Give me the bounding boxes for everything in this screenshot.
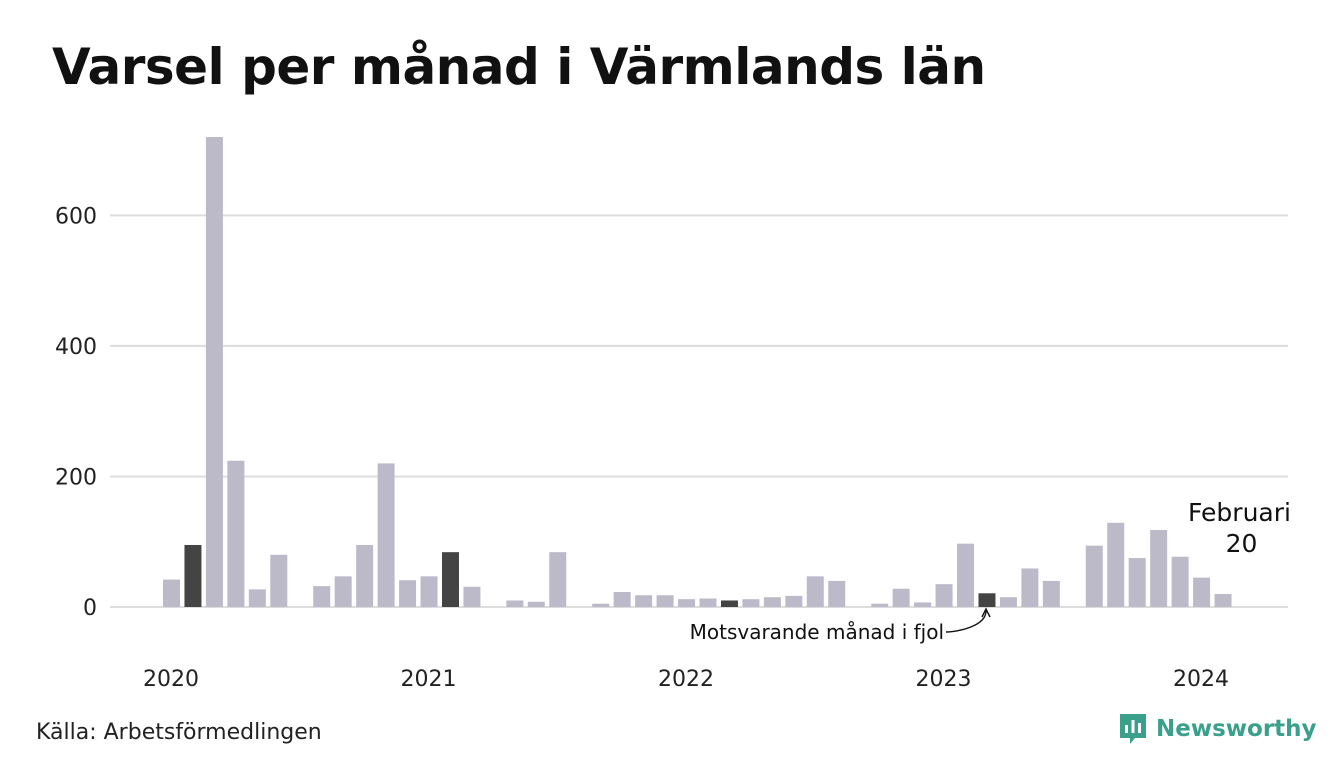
previous-year-arrow bbox=[945, 610, 987, 633]
x-year-label: 2023 bbox=[916, 667, 972, 692]
bar-2020-11 bbox=[399, 580, 417, 607]
bar-2021-08 bbox=[592, 603, 610, 607]
bar-2023-02 bbox=[978, 593, 996, 607]
bar-2023-12 bbox=[1193, 577, 1211, 607]
bar-2022-11 bbox=[914, 602, 932, 607]
bar-2020-09 bbox=[356, 544, 374, 607]
bar-2023-09 bbox=[1128, 558, 1146, 607]
bar-2021-10 bbox=[635, 595, 653, 607]
y-tick-label: 400 bbox=[55, 335, 97, 360]
bar-2022-09 bbox=[871, 603, 889, 607]
bar-2021-02 bbox=[463, 586, 481, 607]
newsworthy-logo-icon bbox=[1120, 714, 1146, 744]
bar-2022-06 bbox=[806, 576, 824, 607]
logo-text: Newsworthy bbox=[1156, 716, 1317, 742]
bar-2022-01 bbox=[699, 598, 717, 607]
bar-2022-02 bbox=[720, 600, 738, 607]
bar-2022-12 bbox=[935, 584, 953, 607]
bar-2020-02 bbox=[205, 137, 223, 607]
bar-2022-04 bbox=[763, 597, 781, 607]
bar-2023-11 bbox=[1171, 556, 1189, 607]
bar-2020-08 bbox=[334, 576, 352, 607]
bar-2023-05 bbox=[1042, 580, 1060, 607]
bar-2021-11 bbox=[656, 595, 674, 607]
bar-2023-04 bbox=[1021, 568, 1039, 607]
current-month-value: 20 bbox=[1226, 529, 1258, 558]
bar-2020-12 bbox=[420, 576, 438, 607]
bar-2020-07 bbox=[313, 586, 331, 607]
bar-2020-04 bbox=[248, 589, 266, 607]
bar-2019-12 bbox=[163, 579, 180, 607]
newsworthy-logo: Newsworthy bbox=[1118, 712, 1317, 746]
chart-title: Varsel per månad i Värmlands län bbox=[52, 38, 986, 96]
bar-2021-12 bbox=[678, 599, 696, 607]
y-tick-label: 200 bbox=[55, 465, 97, 490]
x-year-label: 2021 bbox=[400, 667, 456, 692]
bar-2021-05 bbox=[527, 601, 545, 607]
bar-2022-07 bbox=[828, 580, 846, 607]
bar-2021-04 bbox=[506, 600, 524, 607]
y-tick-label: 600 bbox=[55, 204, 97, 229]
bar-2021-01 bbox=[441, 552, 459, 607]
x-year-label: 2020 bbox=[143, 667, 199, 692]
bar-2023-07 bbox=[1085, 545, 1103, 607]
source-note: Källa: Arbetsförmedlingen bbox=[36, 720, 322, 745]
bar-2021-06 bbox=[549, 552, 567, 607]
bar-2020-10 bbox=[377, 463, 395, 607]
previous-year-label: Motsvarande månad i fjol bbox=[690, 620, 944, 644]
bar-2024-01 bbox=[1214, 593, 1232, 607]
x-year-label: 2022 bbox=[658, 667, 714, 692]
bar-2023-03 bbox=[999, 597, 1017, 607]
current-month-label: Februari bbox=[1188, 498, 1291, 527]
bar-2022-05 bbox=[785, 595, 803, 607]
bar-2022-03 bbox=[742, 599, 760, 607]
bar-2020-01 bbox=[184, 544, 202, 607]
bar-2023-08 bbox=[1107, 522, 1125, 607]
bar-2023-10 bbox=[1150, 529, 1168, 607]
bar-2023-01 bbox=[957, 543, 975, 607]
bar-2020-03 bbox=[227, 460, 245, 607]
x-year-label: 2024 bbox=[1173, 667, 1229, 692]
previous-year-arrowhead bbox=[981, 607, 991, 618]
bar-2021-09 bbox=[613, 591, 631, 607]
bar-2022-10 bbox=[892, 588, 910, 607]
y-tick-label: 0 bbox=[83, 596, 97, 621]
bar-2020-05 bbox=[270, 554, 288, 607]
